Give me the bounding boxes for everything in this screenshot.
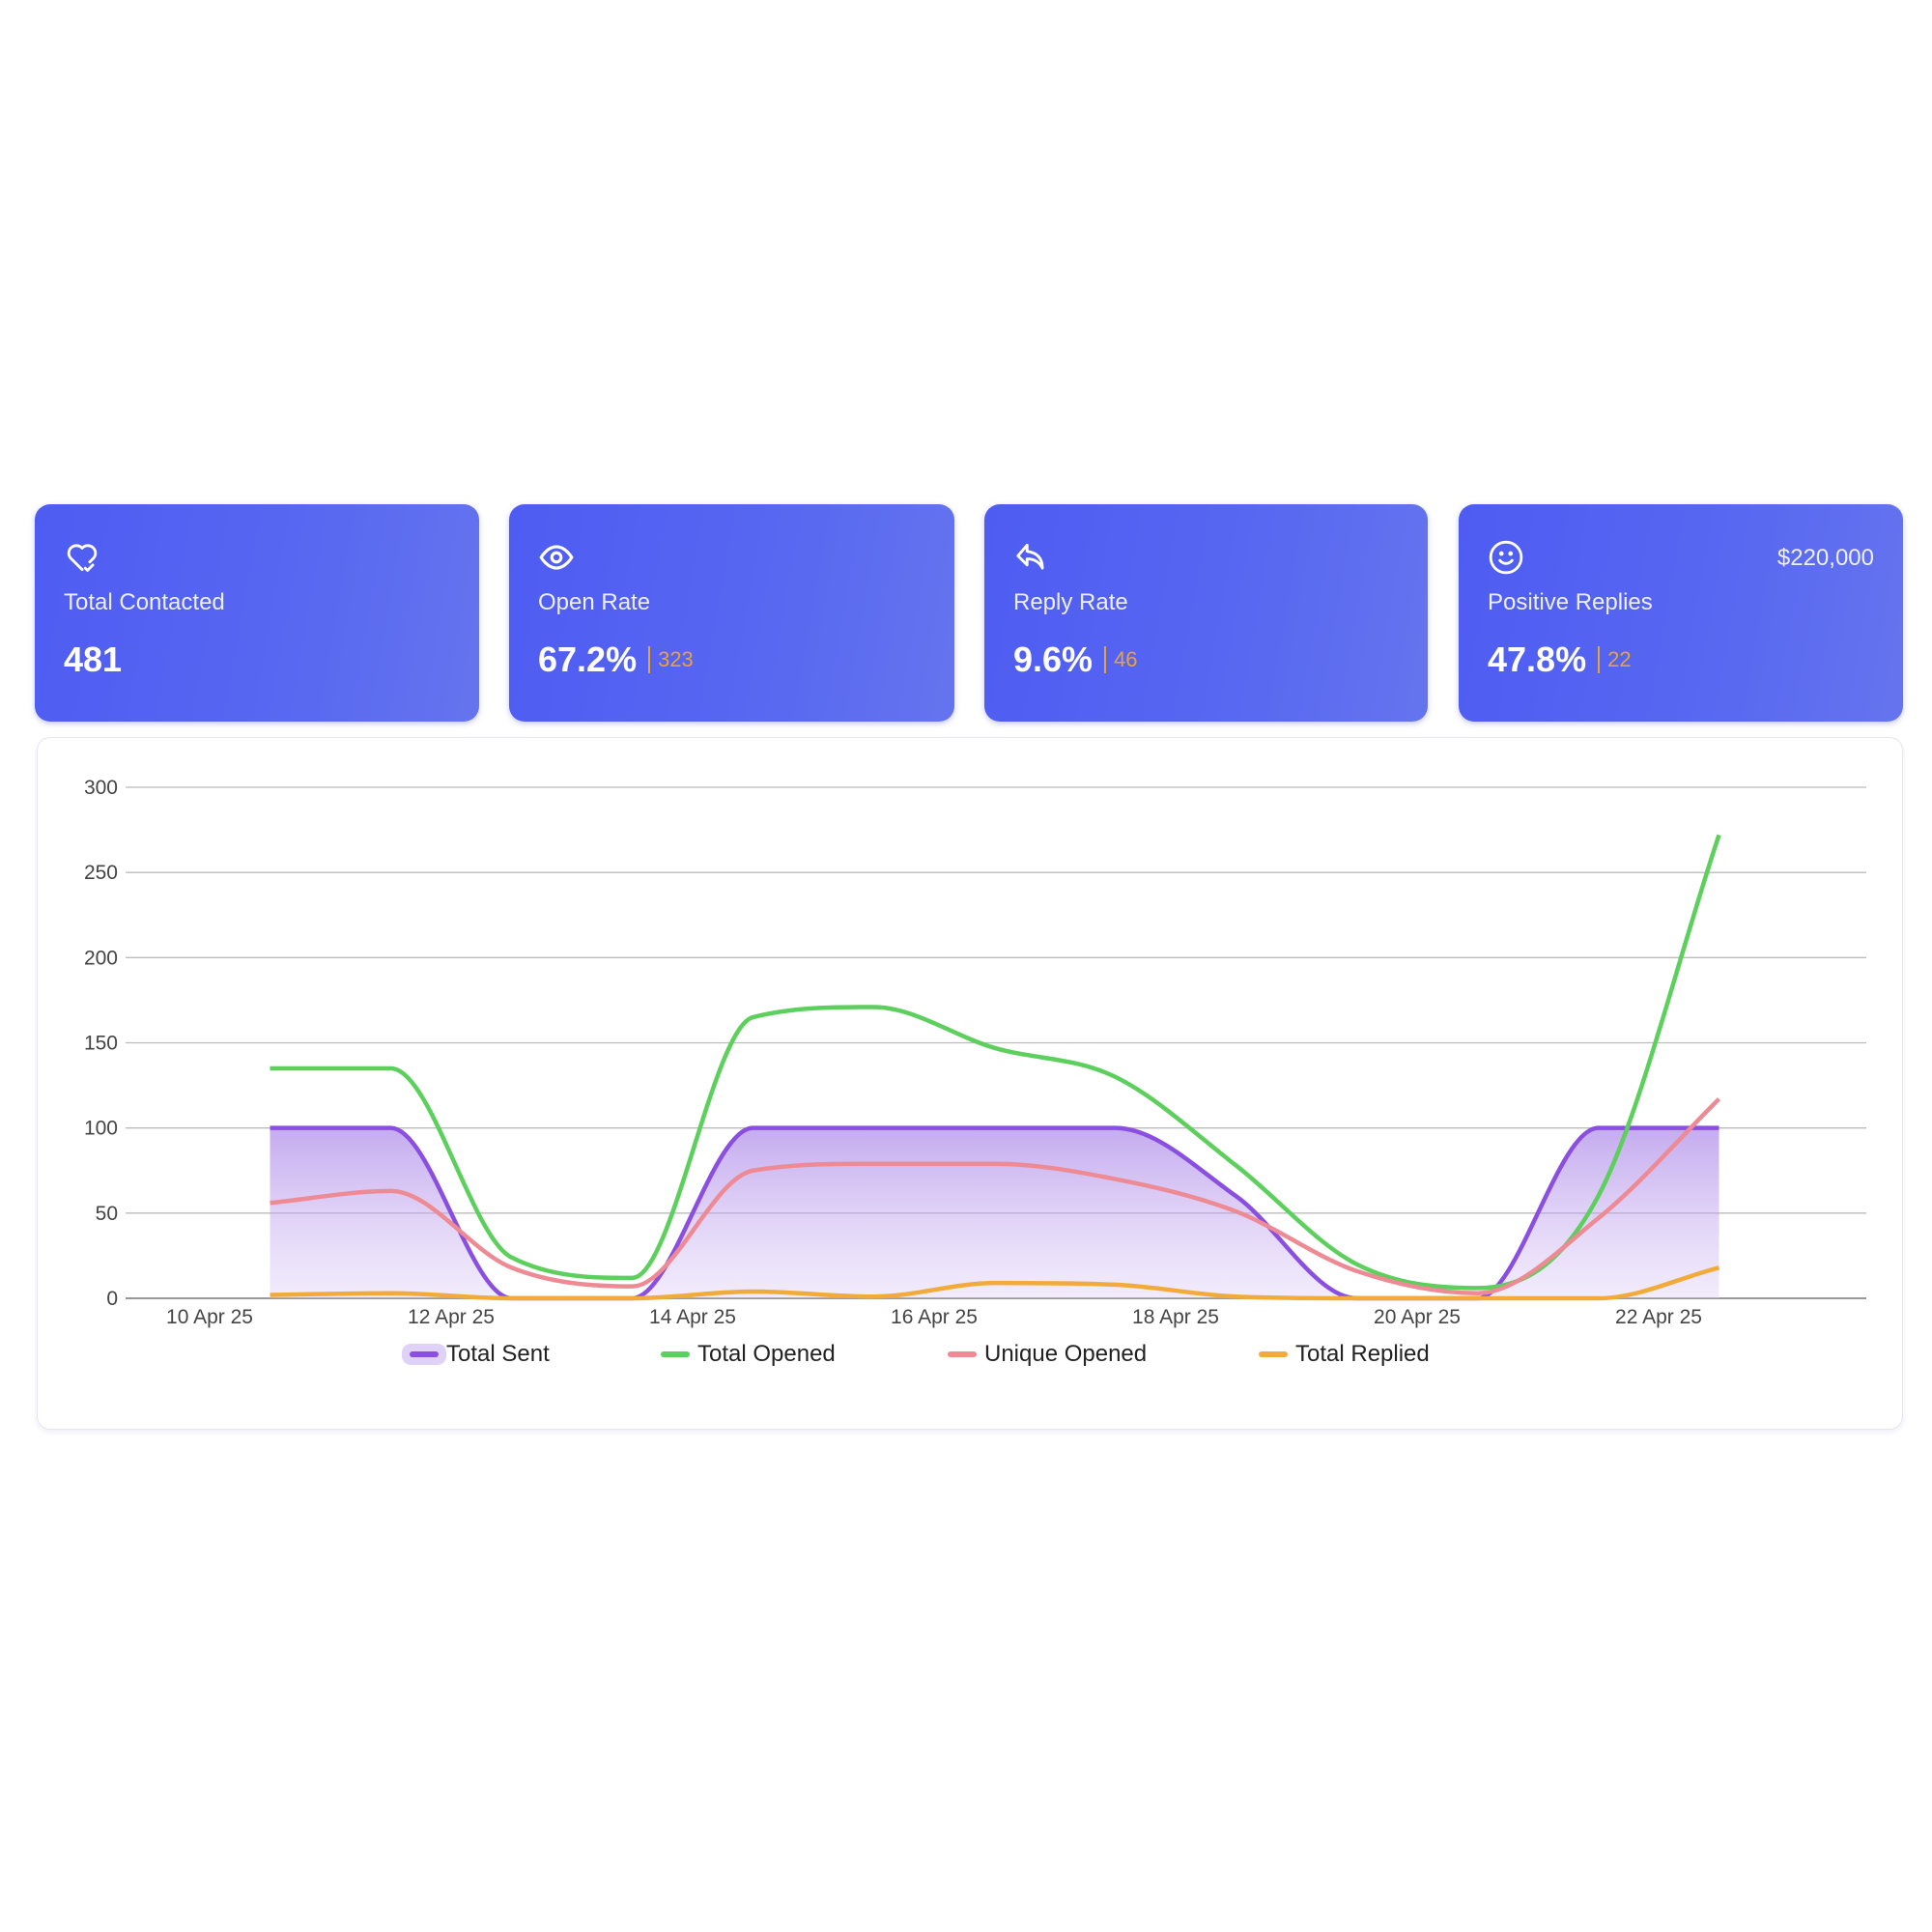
card-count: 22 xyxy=(1607,647,1632,671)
card-value: 47.8% 22 xyxy=(1488,639,1632,680)
divider xyxy=(1104,646,1107,673)
legend-total-replied[interactable]: Total Replied xyxy=(1259,1341,1430,1368)
x-tick-label: 16 Apr 25 xyxy=(891,1306,978,1328)
card-value-text: 481 xyxy=(64,639,123,679)
card-total-contacted: Total Contacted 481 xyxy=(35,504,479,722)
x-tick-label: 14 Apr 25 xyxy=(649,1306,736,1328)
x-tick-label: 22 Apr 25 xyxy=(1615,1306,1702,1328)
eye-icon xyxy=(539,545,574,570)
card-open-rate: Open Rate 67.2% 323 xyxy=(509,504,954,722)
legend-label: Total Sent xyxy=(446,1341,550,1367)
legend-label: Total Opened xyxy=(697,1341,836,1367)
series-area-sent xyxy=(270,1127,1719,1298)
legend-unique-opened[interactable]: Unique Opened xyxy=(948,1341,1147,1368)
y-tick-label: 150 xyxy=(84,1033,118,1055)
legend-swatch xyxy=(1259,1351,1288,1357)
card-title: Total Contacted xyxy=(64,589,225,615)
x-tick-label: 10 Apr 25 xyxy=(166,1306,253,1328)
card-count: 46 xyxy=(1114,647,1138,671)
y-tick-label: 300 xyxy=(84,777,118,799)
pipeline-value: $220,000 xyxy=(1776,545,1874,571)
y-tick-label: 250 xyxy=(84,862,118,884)
legend-swatch xyxy=(410,1351,439,1357)
legend-swatch xyxy=(948,1351,977,1357)
smile-icon xyxy=(1489,540,1523,575)
legend-label: Total Replied xyxy=(1295,1341,1430,1367)
legend-swatch xyxy=(661,1351,690,1357)
card-count: 323 xyxy=(658,647,694,671)
reply-icon xyxy=(1016,543,1044,570)
x-tick-label: 12 Apr 25 xyxy=(408,1306,495,1328)
card-value: 9.6% 46 xyxy=(1013,639,1138,680)
y-tick-label: 100 xyxy=(84,1118,118,1140)
card-value: 481 xyxy=(64,639,122,680)
y-tick-label: 200 xyxy=(84,947,118,969)
card-positive-replies: $220,000 Positive Replies 47.8% 22 xyxy=(1459,504,1903,722)
card-value-text: 67.2% xyxy=(538,639,638,679)
legend-label: Unique Opened xyxy=(984,1341,1148,1367)
card-value-text: 47.8% xyxy=(1488,639,1587,679)
legend-total-opened[interactable]: Total Opened xyxy=(661,1341,836,1368)
y-tick-label: 50 xyxy=(96,1203,118,1225)
card-reply-rate: Reply Rate 9.6% 46 xyxy=(984,504,1428,722)
card-value: 67.2% 323 xyxy=(538,639,694,680)
chart-panel xyxy=(37,737,1903,1430)
legend-total-sent[interactable]: Total Sent xyxy=(410,1341,550,1368)
heart-check-icon xyxy=(67,544,98,572)
divider xyxy=(1598,646,1601,673)
card-value-text: 9.6% xyxy=(1013,639,1094,679)
card-title: Reply Rate xyxy=(1013,589,1128,615)
x-tick-label: 20 Apr 25 xyxy=(1374,1306,1461,1328)
x-tick-label: 18 Apr 25 xyxy=(1132,1306,1219,1328)
y-tick-label: 0 xyxy=(106,1288,118,1310)
card-title: Open Rate xyxy=(538,589,651,615)
card-title: Positive Replies xyxy=(1488,589,1653,615)
divider xyxy=(648,646,651,673)
